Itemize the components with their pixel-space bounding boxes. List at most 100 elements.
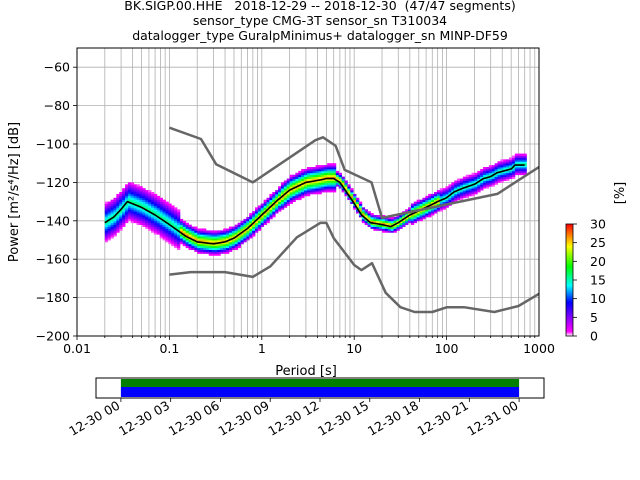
- heatmap-cell: [280, 199, 285, 202]
- heatmap-cell: [182, 232, 187, 235]
- heatmap-cell: [425, 215, 429, 218]
- heatmap-cell: [477, 172, 481, 176]
- heatmap-cell: [425, 195, 429, 199]
- heatmap-cell: [165, 236, 169, 239]
- heatmap-cell: [136, 222, 140, 226]
- heatmap-cell: [110, 236, 114, 239]
- heatmap-cell: [113, 226, 117, 229]
- heatmap-cell: [439, 190, 444, 193]
- heatmap-cell: [483, 178, 487, 181]
- heatmap-cell: [332, 170, 337, 174]
- heatmap-cell: [500, 172, 504, 176]
- heatmap-cell: [194, 243, 198, 247]
- heatmap-cell: [127, 209, 132, 212]
- heatmap-cell: [266, 199, 270, 202]
- heatmap-cell: [309, 176, 314, 179]
- heatmap-cell: [483, 182, 487, 185]
- heatmap-cell: [205, 230, 210, 233]
- heatmap-cell: [110, 209, 114, 212]
- heatmap-cell: [330, 170, 334, 174]
- heatmap-cell: [298, 190, 302, 193]
- heatmap-cell: [306, 186, 311, 189]
- heatmap-cell: [145, 199, 149, 202]
- heatmap-cell: [488, 170, 493, 174]
- heatmap-cell: [312, 176, 317, 179]
- heatmap-cell: [234, 230, 239, 233]
- heatmap-cell: [145, 218, 149, 222]
- heatmap-cell: [168, 234, 172, 237]
- heatmap-cell: [431, 197, 435, 201]
- heatmap-cell: [295, 176, 299, 179]
- heatmap-cell: [125, 190, 129, 193]
- heatmap-cell: [445, 188, 449, 191]
- heatmap-cell: [228, 241, 233, 245]
- heatmap-cell: [168, 211, 172, 214]
- heatmap-cell: [182, 222, 187, 226]
- heatmap-cell: [382, 222, 386, 226]
- heatmap-cell: [246, 238, 250, 241]
- heatmap-cell: [330, 182, 334, 185]
- heatmap-cell: [174, 213, 178, 216]
- heatmap-cell: [110, 230, 114, 233]
- heatmap-cell: [422, 197, 426, 201]
- heatmap-cell: [280, 195, 285, 199]
- heatmap-cell: [228, 228, 233, 231]
- heatmap-cell: [269, 193, 273, 197]
- heatmap-cell: [145, 216, 149, 220]
- heatmap-cell: [223, 249, 227, 252]
- heatmap-cell: [283, 190, 288, 193]
- heatmap-cell: [145, 205, 149, 208]
- heatmap-cell: [208, 253, 213, 256]
- heatmap-cell: [136, 184, 140, 187]
- heatmap-cell: [292, 182, 296, 185]
- heatmap-cell: [188, 230, 192, 233]
- heatmap-cell: [347, 197, 351, 201]
- heatmap-cell: [347, 184, 351, 187]
- heatmap-cell: [127, 182, 132, 185]
- heatmap-cell: [269, 197, 273, 201]
- heatmap-cell: [457, 193, 461, 197]
- heatmap-cell: [205, 240, 210, 243]
- heatmap-cell: [410, 220, 415, 224]
- heatmap-cell: [483, 172, 487, 176]
- heatmap-cell: [119, 228, 123, 231]
- heatmap-cell: [410, 207, 415, 210]
- heatmap-cell: [327, 165, 331, 168]
- heatmap-cell: [116, 222, 120, 226]
- heatmap-cell: [405, 222, 409, 226]
- heatmap-cell: [292, 195, 296, 199]
- y-tick-label: −60: [44, 60, 70, 75]
- heatmap-cell: [480, 168, 484, 172]
- heatmap-cell: [145, 207, 149, 210]
- heatmap-cell: [104, 226, 109, 229]
- heatmap-cell: [162, 211, 166, 214]
- heatmap-cell: [156, 222, 161, 226]
- heatmap-cell: [382, 215, 386, 218]
- heatmap-cell: [304, 170, 308, 174]
- heatmap-cell: [254, 215, 259, 218]
- heatmap-cell: [156, 195, 161, 199]
- heatmap-cell: [485, 178, 490, 181]
- heatmap-cell: [315, 172, 319, 176]
- heatmap-cell: [133, 213, 137, 216]
- heatmap-cell: [413, 205, 418, 208]
- heatmap-cell: [353, 201, 357, 204]
- heatmap-cell: [217, 236, 221, 239]
- heatmap-cell: [217, 249, 221, 252]
- heatmap-cell: [497, 172, 501, 176]
- heatmap-cell: [289, 192, 293, 195]
- heatmap-cell: [356, 211, 360, 214]
- heatmap-cell: [309, 188, 314, 191]
- heatmap-cell: [151, 215, 155, 218]
- heatmap-cell: [454, 192, 458, 195]
- heatmap-cell: [286, 178, 291, 181]
- heatmap-cell: [177, 222, 181, 226]
- heatmap-cell: [246, 234, 250, 237]
- heatmap-cell: [177, 213, 181, 216]
- heatmap-cell: [226, 232, 230, 235]
- heatmap-cell: [523, 161, 527, 164]
- heatmap-cell: [405, 218, 409, 222]
- heatmap-cell: [503, 170, 507, 174]
- heatmap-cell: [162, 209, 166, 212]
